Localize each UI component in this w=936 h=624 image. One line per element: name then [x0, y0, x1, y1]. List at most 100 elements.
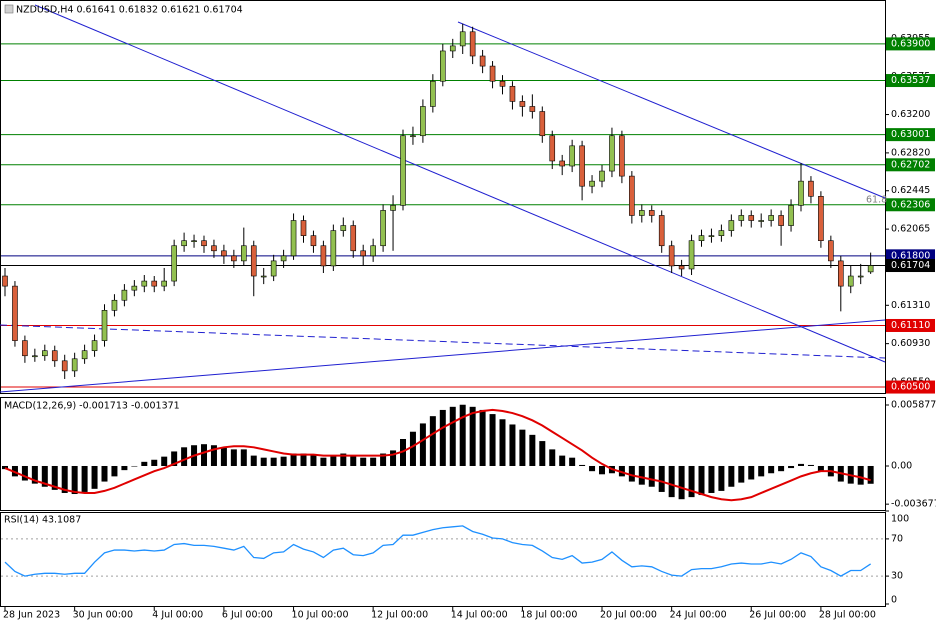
macd-bar [718, 465, 725, 491]
candle-body [519, 101, 526, 107]
candle-body [599, 170, 605, 182]
x-tick-label: 14 Jul 00:00 [451, 610, 508, 621]
candle-body [648, 210, 655, 216]
price-level-label: 0.63537 [891, 75, 930, 86]
candle-body [101, 310, 108, 341]
y-tick-label: 0.60930 [891, 338, 930, 349]
candle-body [619, 135, 625, 177]
candle-body [181, 240, 187, 247]
rsi-line [4, 525, 872, 577]
price-level-label: 0.60500 [891, 382, 930, 393]
macd-bar [658, 465, 665, 492]
macd-bar [549, 449, 556, 466]
candle-body [330, 230, 337, 267]
macd-bar [61, 465, 68, 493]
macd-bar [121, 465, 128, 471]
macd-bar [449, 406, 456, 466]
macd-bar [738, 465, 745, 483]
x-tick-label: 6 Jul 00:00 [222, 610, 273, 621]
macd-bar [21, 465, 28, 481]
y-tick-label: 0.62065 [891, 224, 930, 235]
candle-body [728, 220, 735, 231]
macd-bar [340, 453, 347, 466]
candle-body [131, 285, 138, 291]
price-level-label: 0.63001 [891, 129, 930, 140]
candle-body [569, 145, 575, 167]
price-level-box [886, 74, 935, 88]
candle-body [290, 220, 297, 257]
candle-body [439, 50, 446, 82]
candle-body [867, 265, 874, 273]
macd-bar [778, 465, 785, 472]
candle-body [91, 340, 98, 352]
candle-body [161, 280, 167, 287]
macd-bar [648, 465, 655, 487]
price-level-box [886, 259, 935, 273]
candle-body [111, 299, 118, 311]
macd-title: MACD(12,26,9) -0.001713 -0.001371 [4, 401, 180, 412]
macd-bar [171, 451, 178, 466]
y-tick-label: 30 [891, 571, 903, 582]
macd-bar [201, 444, 207, 466]
macd-bar [300, 453, 307, 466]
y-tick-label: -0.003677 [891, 499, 936, 510]
y-tick-label: 0.00 [891, 460, 912, 471]
macd-bar [320, 457, 327, 466]
price-level-label: 0.61704 [891, 260, 930, 271]
candle-body [370, 245, 376, 257]
candle-body [12, 285, 18, 341]
candle-body [81, 350, 88, 360]
rsi-title: RSI(14) 43.1087 [4, 515, 81, 526]
macd-bar [250, 455, 257, 466]
macd-bar [409, 431, 416, 466]
macd-bar [509, 424, 516, 466]
macd-bar [280, 456, 287, 466]
macd-bar [380, 453, 387, 466]
y-tick-label: 0.62445 [891, 185, 930, 196]
candle-body [430, 80, 436, 107]
candle-body [32, 355, 38, 358]
candle-body [310, 235, 317, 247]
macd-bar [469, 406, 476, 466]
candle-body [539, 111, 546, 137]
macd-bar [439, 409, 446, 466]
macd-bar [728, 465, 735, 487]
macd-bar [350, 455, 357, 466]
x-tick-label: 28 Jul 00:00 [819, 610, 876, 621]
macd-bar [589, 465, 596, 472]
macd-bar [151, 459, 158, 466]
candle-body [688, 240, 695, 270]
macd-bar [519, 429, 526, 466]
symbol-icon [4, 4, 14, 14]
macd-bar [559, 455, 566, 466]
candle-body [350, 225, 357, 252]
macd-bar [459, 404, 466, 466]
macd-bar [230, 449, 237, 466]
candle-body [300, 220, 307, 236]
candle-body [61, 360, 68, 372]
candle-body [708, 235, 715, 237]
candle-body [360, 250, 367, 257]
candle-body [141, 280, 148, 287]
candle-body [559, 160, 566, 167]
trend-line [34, 4, 886, 363]
macd-bar [768, 465, 775, 474]
candle-body [788, 205, 794, 226]
rsi-panel-frame [0, 512, 886, 607]
candle-body [638, 210, 645, 216]
macd-bar [429, 416, 436, 466]
macd-bar [499, 419, 506, 466]
candle-body [778, 215, 784, 226]
macd-bar [260, 457, 267, 466]
candle-body [151, 280, 158, 287]
macd-bar [638, 465, 645, 485]
data-marks [2, 23, 874, 577]
candle-body [22, 340, 28, 357]
candle-body [410, 135, 416, 138]
candle-body [857, 275, 864, 278]
trend-line-dashed [0, 324, 886, 359]
macd-bar [141, 461, 148, 466]
candle-body [2, 275, 8, 287]
candle-body [698, 235, 705, 242]
